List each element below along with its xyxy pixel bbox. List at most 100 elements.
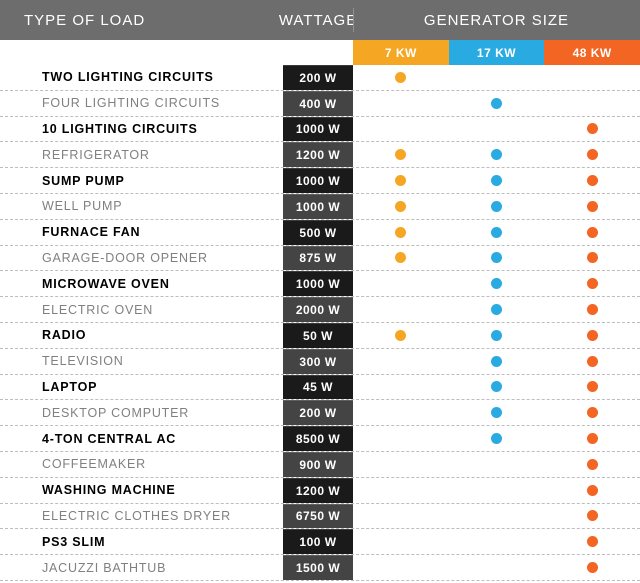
generator-cell: [353, 323, 449, 348]
table-row: TWO LIGHTING CIRCUITS200 W: [0, 65, 640, 91]
dot-icon: [491, 278, 502, 289]
generator-cell: [353, 194, 449, 219]
generator-cell: [449, 400, 545, 425]
generator-cell: [353, 271, 449, 296]
dot-icon: [587, 123, 598, 134]
generator-cell: [353, 452, 449, 477]
dot-icon: [587, 175, 598, 186]
wattage-value: 100 W: [283, 529, 353, 554]
table-row: SUMP PUMP1000 W: [0, 168, 640, 194]
dot-icon: [587, 252, 598, 263]
load-name: 10 LIGHTING CIRCUITS: [0, 122, 283, 136]
generator-cell: [544, 529, 640, 554]
load-name: SUMP PUMP: [0, 174, 283, 188]
dot-icon: [491, 433, 502, 444]
wattage-value: 1000 W: [283, 117, 353, 142]
wattage-value: 1200 W: [283, 478, 353, 503]
load-name: FURNACE FAN: [0, 225, 283, 239]
generator-col-17kw: 17 KW: [449, 40, 545, 65]
generator-cell: [544, 297, 640, 322]
load-name: JACUZZI BATHTUB: [0, 561, 283, 575]
generator-cell: [449, 194, 545, 219]
table-row: PS3 SLIM100 W: [0, 529, 640, 555]
generator-cell: [353, 529, 449, 554]
subheader-spacer: [0, 40, 353, 65]
generator-cell: [449, 375, 545, 400]
load-name: PS3 SLIM: [0, 535, 283, 549]
generator-cell: [449, 142, 545, 167]
dot-icon: [491, 98, 502, 109]
wattage-value: 8500 W: [283, 426, 353, 451]
header-generator-size: GENERATOR SIZE: [353, 0, 640, 40]
generator-cell: [544, 323, 640, 348]
generator-cell: [353, 504, 449, 529]
load-name: 4-TON CENTRAL AC: [0, 432, 283, 446]
generator-cell: [353, 555, 449, 580]
generator-cell: [353, 349, 449, 374]
dot-icon: [395, 72, 406, 83]
generator-cell: [544, 375, 640, 400]
dot-icon: [587, 149, 598, 160]
load-name: WASHING MACHINE: [0, 483, 283, 497]
generator-cell: [544, 504, 640, 529]
dot-icon: [395, 175, 406, 186]
dot-icon: [587, 304, 598, 315]
load-name: COFFEEMAKER: [0, 457, 283, 471]
dot-icon: [587, 459, 598, 470]
dot-icon: [491, 330, 502, 341]
dot-icon: [491, 201, 502, 212]
load-name: ELECTRIC OVEN: [0, 303, 283, 317]
load-name: GARAGE-DOOR OPENER: [0, 251, 283, 265]
dot-icon: [491, 175, 502, 186]
wattage-value: 6750 W: [283, 504, 353, 529]
dot-icon: [491, 227, 502, 238]
generator-col-7kw: 7 KW: [353, 40, 449, 65]
table-row: FOUR LIGHTING CIRCUITS400 W: [0, 91, 640, 117]
generator-cell: [544, 478, 640, 503]
wattage-value: 45 W: [283, 375, 353, 400]
wattage-value: 1000 W: [283, 168, 353, 193]
header-row: TYPE OF LOAD WATTAGE GENERATOR SIZE: [0, 0, 640, 40]
generator-cell: [544, 91, 640, 116]
dot-icon: [587, 330, 598, 341]
dot-icon: [587, 227, 598, 238]
load-name: ELECTRIC CLOTHES DRYER: [0, 509, 283, 523]
generator-cell: [449, 323, 545, 348]
load-name: TWO LIGHTING CIRCUITS: [0, 70, 283, 84]
generator-col-48kw: 48 KW: [544, 40, 640, 65]
generator-cell: [544, 194, 640, 219]
table-row: DESKTOP COMPUTER200 W: [0, 400, 640, 426]
generator-cell: [449, 91, 545, 116]
generator-cell: [544, 246, 640, 271]
table-row: ELECTRIC OVEN2000 W: [0, 297, 640, 323]
dot-icon: [587, 201, 598, 212]
table-row: MICROWAVE OVEN1000 W: [0, 271, 640, 297]
generator-cell: [449, 297, 545, 322]
dot-icon: [491, 407, 502, 418]
generator-cell: [544, 555, 640, 580]
table-row: RADIO50 W: [0, 323, 640, 349]
dot-icon: [395, 201, 406, 212]
dot-icon: [395, 330, 406, 341]
load-name: DESKTOP COMPUTER: [0, 406, 283, 420]
load-name: FOUR LIGHTING CIRCUITS: [0, 96, 283, 110]
header-wattage: WATTAGE: [283, 0, 353, 40]
dot-icon: [587, 510, 598, 521]
load-name: REFRIGERATOR: [0, 148, 283, 162]
generator-cell: [449, 246, 545, 271]
generator-cell: [449, 65, 545, 90]
wattage-value: 200 W: [283, 400, 353, 425]
table-row: FURNACE FAN500 W: [0, 220, 640, 246]
generator-cell: [544, 65, 640, 90]
generator-cell: [449, 504, 545, 529]
load-table-body: TWO LIGHTING CIRCUITS200 WFOUR LIGHTING …: [0, 65, 640, 581]
load-name: TELEVISION: [0, 354, 283, 368]
generator-cell: [449, 168, 545, 193]
generator-cell: [353, 426, 449, 451]
dot-icon: [491, 356, 502, 367]
generator-cell: [353, 117, 449, 142]
generator-cell: [449, 555, 545, 580]
header-type-of-load: TYPE OF LOAD: [0, 0, 283, 40]
generator-subheader-row: 7 KW 17 KW 48 KW: [0, 40, 640, 65]
table-row: 4-TON CENTRAL AC8500 W: [0, 426, 640, 452]
